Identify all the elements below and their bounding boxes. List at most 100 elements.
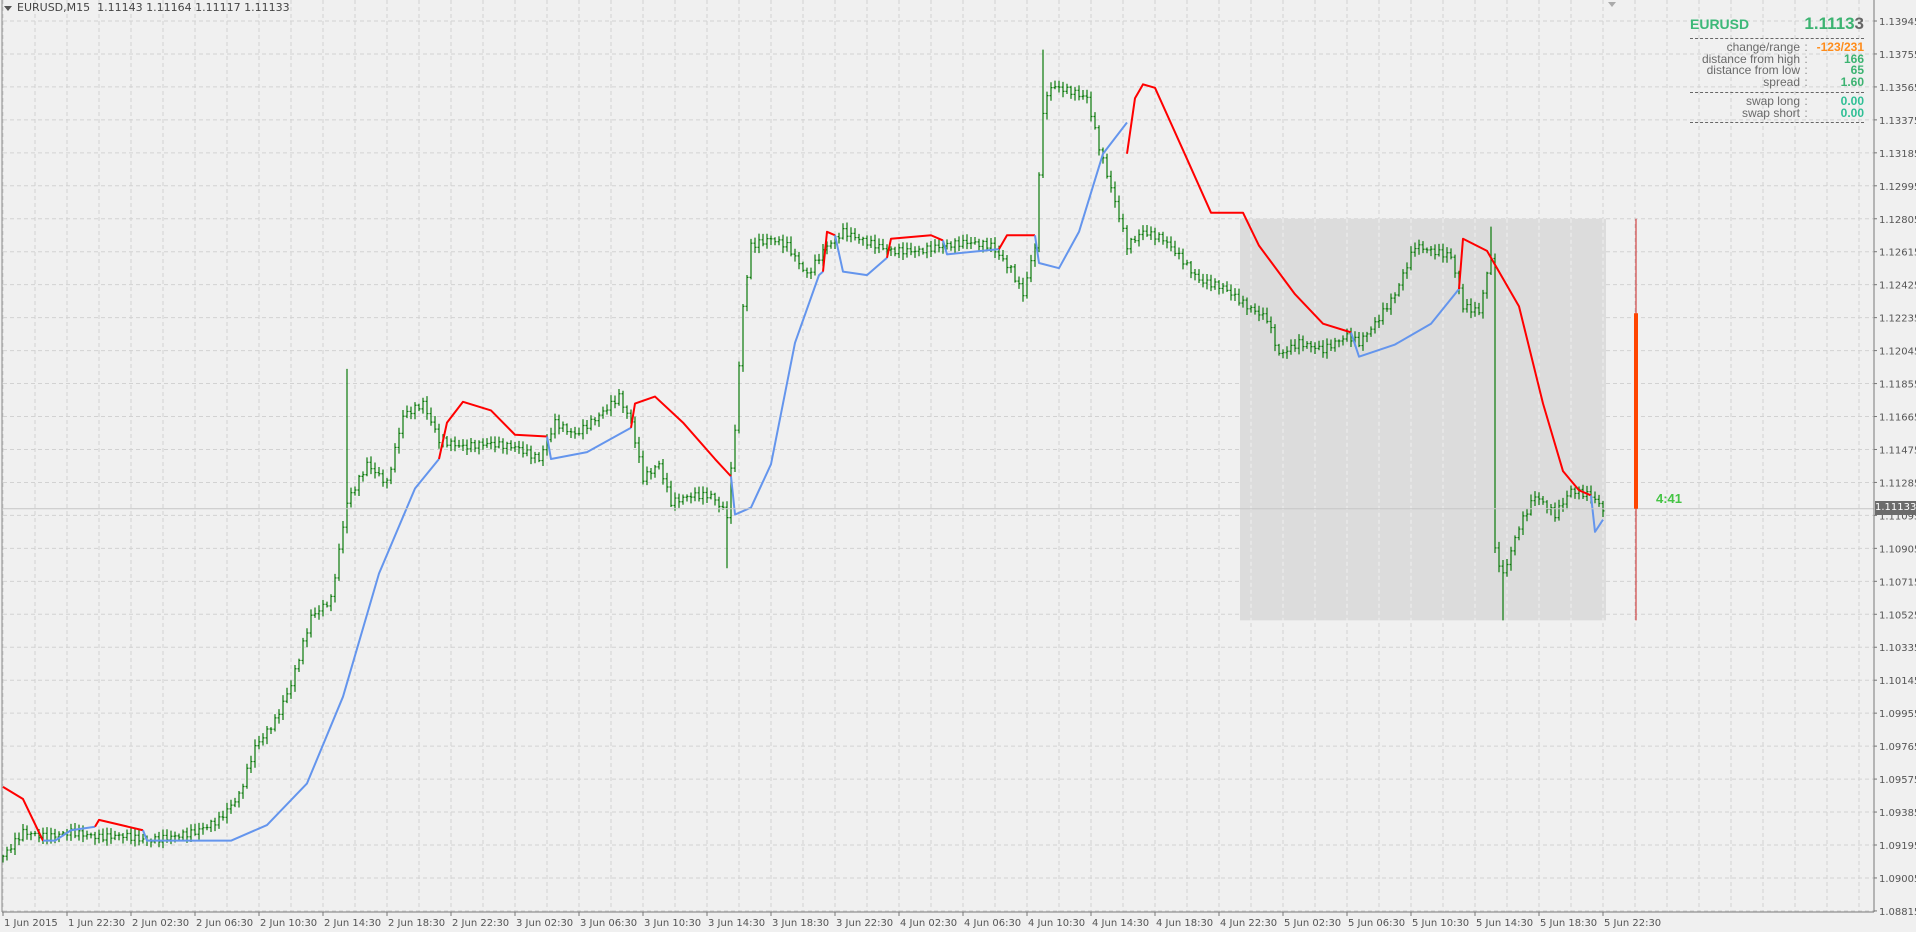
price-bar bbox=[137, 829, 141, 846]
price-bar bbox=[753, 237, 757, 253]
price-bar bbox=[465, 439, 469, 455]
price-bar bbox=[929, 240, 933, 257]
day-box-rect bbox=[1240, 218, 1606, 621]
price-bar bbox=[949, 241, 953, 251]
price-bar bbox=[333, 573, 337, 603]
price-bar bbox=[1393, 292, 1397, 304]
price-bar bbox=[349, 487, 353, 508]
row-colon: : bbox=[1804, 105, 1808, 120]
price-bar bbox=[481, 438, 485, 450]
price-bar bbox=[373, 462, 377, 479]
price-bar bbox=[1453, 254, 1457, 278]
price-bar bbox=[733, 424, 737, 473]
x-tick-label: 5 Jun 22:30 bbox=[1604, 918, 1661, 929]
price-bar bbox=[361, 471, 365, 482]
price-bar bbox=[829, 240, 833, 249]
ma-segment-up bbox=[43, 825, 96, 842]
ma-segment-up bbox=[1590, 495, 1604, 533]
row-value: 1.60 bbox=[1840, 74, 1864, 89]
price-bar bbox=[1117, 195, 1121, 223]
price-bar bbox=[197, 822, 201, 840]
chart-shift-marker-icon[interactable] bbox=[1608, 2, 1616, 7]
price-bar bbox=[1573, 487, 1577, 499]
ma-segment-down bbox=[998, 234, 1035, 250]
price-bar bbox=[25, 825, 29, 840]
moving-average-line bbox=[2, 83, 1604, 842]
price-bar bbox=[1361, 332, 1365, 351]
y-tick-label: 1.13565 bbox=[1879, 83, 1916, 94]
x-tick-label: 3 Jun 18:30 bbox=[772, 918, 829, 929]
x-tick-label: 2 Jun 14:30 bbox=[324, 918, 381, 929]
price-bar bbox=[793, 248, 797, 262]
price-bar bbox=[393, 443, 397, 473]
price-bar bbox=[9, 843, 13, 854]
price-bar bbox=[857, 233, 861, 244]
time-axis[interactable]: 1 Jun 2015 1 Jun 22:30 2 Jun 02:30 2 Jun 06… bbox=[2, 912, 1661, 929]
panel-symbol: EURUSD bbox=[1690, 16, 1750, 32]
price-bar bbox=[809, 267, 813, 280]
price-bar bbox=[1225, 281, 1229, 292]
panel-row-spread: spread: 1.60 bbox=[1690, 74, 1864, 89]
x-tick-label: 1 Jun 2015 bbox=[4, 918, 58, 929]
price-bar bbox=[1461, 283, 1465, 313]
price-bar bbox=[425, 396, 429, 420]
y-tick-label: 1.11475 bbox=[1879, 445, 1916, 456]
price-bar bbox=[1321, 340, 1325, 358]
x-tick-label: 5 Jun 10:30 bbox=[1412, 918, 1469, 929]
row-label: spread bbox=[1763, 74, 1800, 89]
price-bar bbox=[1477, 302, 1481, 316]
price-bar bbox=[993, 237, 997, 259]
price-bar bbox=[1109, 170, 1113, 193]
price-bar bbox=[261, 733, 265, 746]
price-bar bbox=[765, 233, 769, 249]
price-axis[interactable]: 1.13945 1.13755 1.13565 1.13375 1.13185 1.129… bbox=[1874, 17, 1916, 918]
price-bar bbox=[921, 247, 925, 255]
y-tick-label: 1.12235 bbox=[1879, 314, 1916, 325]
row-colon: : bbox=[1804, 51, 1808, 66]
price-bar bbox=[925, 242, 929, 259]
price-bar bbox=[1201, 273, 1205, 288]
price-bar bbox=[725, 501, 729, 569]
price-bar bbox=[945, 239, 949, 250]
price-bar bbox=[1213, 278, 1217, 290]
price-bar bbox=[681, 494, 685, 505]
price-bar bbox=[613, 395, 617, 409]
price-bar bbox=[1025, 271, 1029, 299]
bar-countdown-timer: 4:41 bbox=[1656, 491, 1683, 506]
price-bar bbox=[281, 695, 285, 721]
price-bar bbox=[141, 833, 145, 844]
price-bar bbox=[501, 438, 505, 454]
price-bar bbox=[1049, 82, 1053, 101]
price-bar bbox=[1173, 240, 1177, 257]
x-tick-label: 3 Jun 22:30 bbox=[836, 918, 893, 929]
price-bar bbox=[1341, 335, 1345, 346]
price-bar bbox=[241, 783, 245, 799]
price-bar bbox=[1497, 541, 1501, 573]
price-bar bbox=[1181, 248, 1185, 270]
panel-row-swap-short: swap short: 0.00 bbox=[1690, 105, 1864, 120]
price-bar bbox=[385, 477, 389, 489]
price-bar bbox=[269, 727, 273, 734]
price-bar bbox=[549, 427, 553, 443]
price-bar bbox=[1513, 535, 1517, 556]
x-tick-label: 5 Jun 02:30 bbox=[1284, 918, 1341, 929]
panel-row-change-range: change/range: -123/231 bbox=[1690, 41, 1864, 54]
y-tick-label: 1.13945 bbox=[1879, 17, 1916, 28]
price-bar bbox=[1185, 259, 1189, 266]
price-bar bbox=[1373, 317, 1377, 334]
price-bar bbox=[201, 822, 205, 835]
price-bar bbox=[1465, 299, 1469, 313]
price-bar bbox=[1113, 181, 1117, 208]
row-label: distance from high bbox=[1701, 51, 1800, 66]
price-bar bbox=[1261, 307, 1265, 320]
collapse-triangle-icon[interactable] bbox=[4, 5, 12, 11]
price-bar bbox=[257, 735, 261, 750]
price-bar bbox=[437, 423, 441, 449]
y-tick-label: 1.13755 bbox=[1879, 50, 1916, 61]
row-colon: : bbox=[1804, 74, 1808, 89]
price-bar bbox=[209, 819, 213, 832]
price-bar bbox=[93, 831, 97, 845]
price-bar bbox=[561, 421, 565, 433]
x-tick-label: 3 Jun 02:30 bbox=[516, 918, 573, 929]
